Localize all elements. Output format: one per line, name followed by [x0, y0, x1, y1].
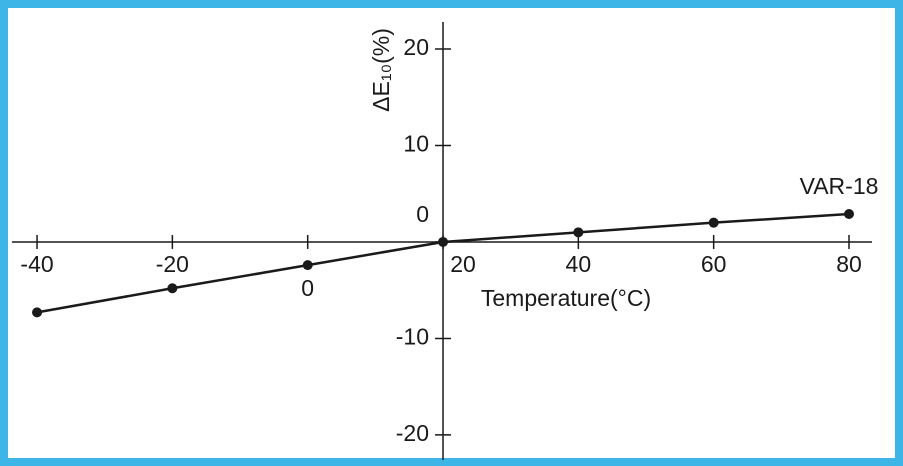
y-axis-label: ΔE₁₀(%)	[368, 28, 394, 112]
data-point	[32, 307, 43, 318]
x-tick-label: 0	[301, 275, 314, 301]
data-point	[843, 208, 854, 219]
series-label: VAR-18	[800, 173, 879, 199]
x-tick-label: 80	[836, 251, 862, 277]
y-tick-label: 20	[403, 34, 429, 60]
x-axis-label: Temperature(°C)	[481, 285, 651, 311]
x-tick-label: 40	[566, 251, 592, 277]
data-point	[573, 227, 584, 238]
data-point	[438, 236, 449, 247]
y-tick-label: 10	[403, 131, 429, 157]
y-tick-label: 0	[416, 201, 429, 227]
x-tick-label: -40	[20, 251, 53, 277]
y-tick-label: -10	[396, 324, 429, 350]
data-point	[708, 217, 719, 228]
x-tick-label: -20	[156, 251, 189, 277]
x-tick-label: 60	[701, 251, 727, 277]
x-tick-label: 20	[450, 251, 476, 277]
y-tick-label: -20	[396, 420, 429, 446]
data-point	[167, 283, 178, 294]
data-point	[302, 260, 313, 271]
